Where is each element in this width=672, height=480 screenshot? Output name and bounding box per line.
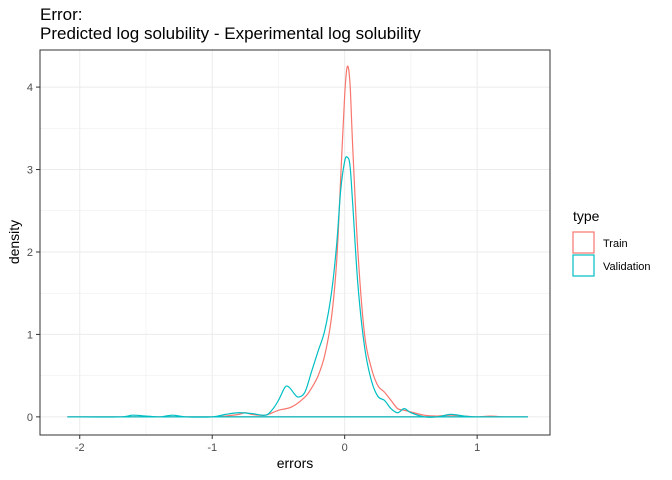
y-tick-label: 1 [27,329,33,341]
legend-label-train: Train [603,238,628,250]
legend-title: type [573,208,600,224]
y-axis-title: density [6,220,22,264]
y-tick-label: 3 [27,165,33,177]
legend-key-train [572,231,595,254]
y-tick-label: 2 [27,247,33,259]
x-tick-label: 1 [474,442,480,454]
grid-minor [40,50,550,435]
chart-title-line-2: Predicted log solubility - Experimental … [40,24,421,43]
y-tick-label: 0 [27,412,33,424]
y-axis: 0 1 2 3 4 [27,82,40,424]
x-tick-label: -2 [75,442,85,454]
legend: type Train Validation [572,208,651,277]
legend-key-validation [572,254,595,277]
legend-label-validation: Validation [603,261,651,273]
series-layer [67,65,529,418]
x-axis: -2 -1 0 1 [75,435,480,454]
legend-entry-validation: Validation [572,254,651,277]
legend-entry-train: Train [572,231,628,254]
plot-panel [40,50,550,435]
x-tick-label: 0 [342,442,348,454]
density-line-validation [67,156,529,418]
plot-border [39,49,551,436]
x-axis-title: errors [277,455,314,471]
chart-title-line-1: Error: [40,5,83,24]
x-tick-label: -1 [207,442,217,454]
y-tick-label: 4 [27,82,33,94]
